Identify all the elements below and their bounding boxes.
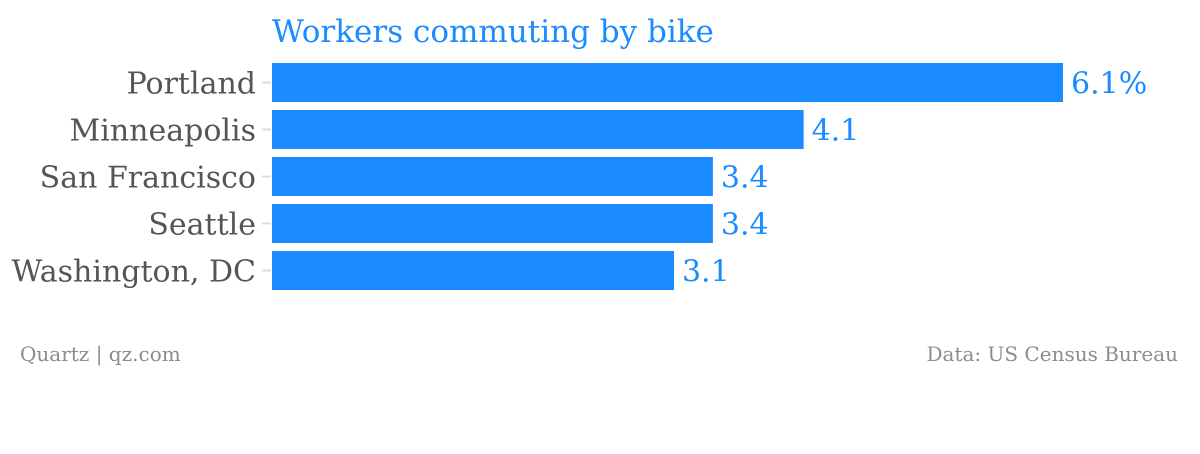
category-label-washington-dc: Washington, DC [12,255,256,290]
value-label-seattle: 3.4 [721,208,769,243]
value-label-san-francisco: 3.4 [721,161,769,196]
chart-title: Workers commuting by bike [272,14,714,50]
bar-minneapolis [272,110,804,149]
category-label-portland: Portland [127,67,256,102]
category-label-san-francisco: San Francisco [40,161,256,196]
footer-credit: Quartz | qz.com [20,342,181,366]
value-label-portland: 6.1% [1071,67,1147,102]
footer-source: Data: US Census Bureau [926,342,1179,366]
value-label-minneapolis: 4.1 [812,114,860,149]
bar-san-francisco [272,157,713,196]
value-label-washington-dc: 3.1 [682,255,730,290]
bar-washington-dc [272,251,674,290]
bar-chart: Workers commuting by bike Portland 6.1% Mi… [12,14,1147,290]
bars-layer: Portland 6.1% Minneapolis 4.1 San Francisco 3… [12,63,1147,290]
category-label-minneapolis: Minneapolis [70,114,256,149]
bar-portland [272,63,1063,102]
category-label-seattle: Seattle [148,208,256,243]
bar-seattle [272,204,713,243]
